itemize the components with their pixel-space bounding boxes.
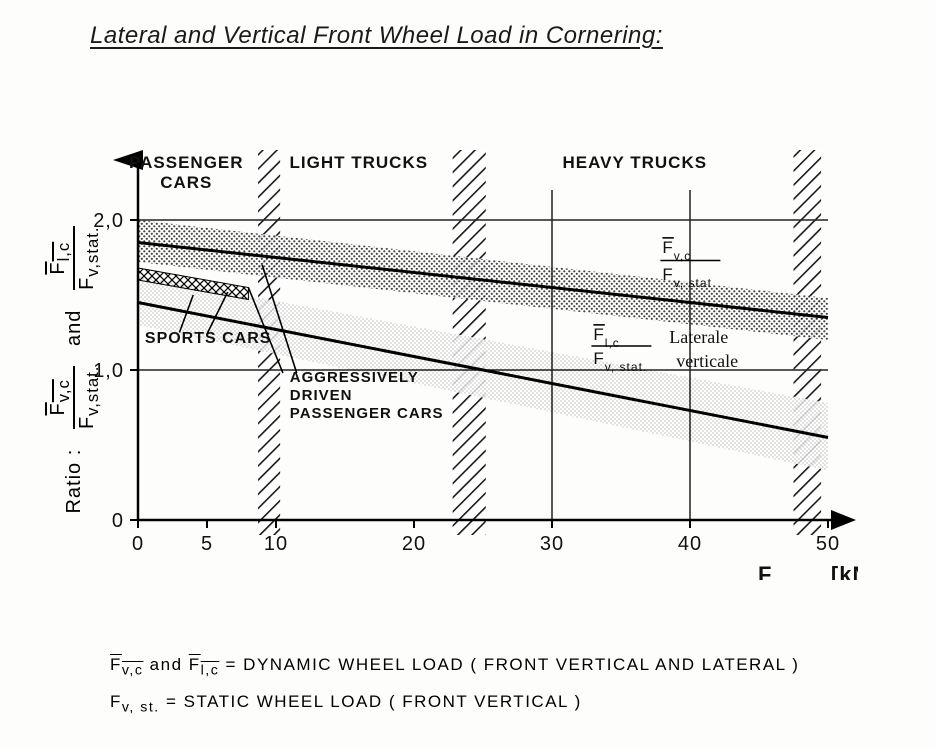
xtick-label: 0 <box>132 533 144 555</box>
region-label: CARS <box>160 173 212 192</box>
xtick-label: 40 <box>678 533 702 555</box>
footnote-2: Fv, st. = STATIC WHEEL LOAD ( FRONT VERT… <box>110 685 799 722</box>
xtick-label: 50 <box>816 533 840 555</box>
xtick-label: 20 <box>402 533 426 555</box>
xtick-label: 10 <box>264 533 288 555</box>
chart-title: Lateral and Vertical Front Wheel Load in… <box>90 22 663 50</box>
x-axis-label: Fv, stat. [kN] <box>758 562 858 580</box>
handwritten-note: verticale <box>676 351 738 371</box>
chart: Ratio : Fv,c Fv,stat. and Fl,c Fv,stat. … <box>88 140 858 580</box>
chart-svg: 0 5 10 20 30 40 50 0 1,0 2,0 Fv, stat. [kN] PASSENG… <box>88 140 858 580</box>
ytick-label: 0 <box>112 510 124 532</box>
footnote-1: Fv,c and Fl,c = DYNAMIC WHEEL LOAD ( FRO… <box>110 648 799 685</box>
aggressive-label: PASSENGER CARS <box>290 405 444 422</box>
ytick-label: 1,0 <box>93 360 124 382</box>
xtick-label: 30 <box>540 533 564 555</box>
region-label: LIGHT TRUCKS <box>290 153 429 172</box>
footnotes: Fv,c and Fl,c = DYNAMIC WHEEL LOAD ( FRO… <box>110 648 799 721</box>
series-label-Fvc_over_Fvstat: Fv,c <box>662 238 691 263</box>
handwritten-note: Laterale <box>669 327 728 347</box>
region-label: HEAVY TRUCKS <box>563 153 708 172</box>
region-label: PASSENGER <box>129 153 244 172</box>
ytick-label: 2,0 <box>93 210 124 232</box>
aggressive-label: AGGRESSIVELY <box>290 369 419 386</box>
region-divider <box>794 150 822 535</box>
aggressive-label: DRIVEN <box>290 387 353 404</box>
xtick-label: 5 <box>201 533 213 555</box>
